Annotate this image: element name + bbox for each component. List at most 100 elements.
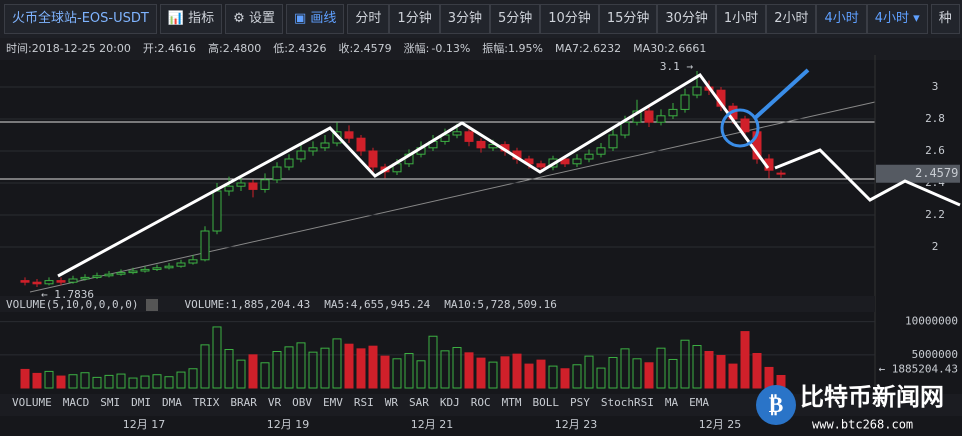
volume-bar <box>692 345 702 389</box>
indicator-tab[interactable]: ROC <box>471 396 491 409</box>
indicator-tab[interactable]: DMI <box>131 396 151 409</box>
symbol[interactable]: 火币全球站-EOS-USDT <box>4 4 157 34</box>
candle-body <box>200 230 210 261</box>
indicator-tab[interactable]: MTM <box>502 396 522 409</box>
volume-bar <box>428 335 438 389</box>
volume-bar <box>344 343 354 389</box>
candle-body <box>44 280 54 285</box>
volume-bar <box>56 375 66 389</box>
volume-header-item: VOLUME:1,885,204.43 <box>184 298 310 311</box>
volume-bar <box>632 358 642 389</box>
x-tick-label: 12月 19 <box>267 418 310 431</box>
candle-body <box>272 166 282 181</box>
cut: 种 <box>930 4 960 34</box>
candle-body <box>236 182 246 187</box>
period[interactable]: 4小时 <box>816 4 867 34</box>
max-label: 3.1 → <box>660 60 693 73</box>
indicator-tab[interactable]: EMA <box>689 396 709 409</box>
volume-bar <box>476 357 486 389</box>
volume-bar <box>32 372 42 389</box>
candle-body <box>320 142 330 149</box>
indicator-tab[interactable]: WR <box>385 396 399 409</box>
candle-body <box>212 190 222 232</box>
volume-bar <box>212 326 222 389</box>
volume-bar <box>668 358 678 389</box>
indicator-tab[interactable]: MA <box>665 396 679 409</box>
indicator-tab[interactable]: VOLUME <box>12 396 52 409</box>
volume-bar <box>488 361 498 389</box>
period[interactable]: 4小时 ▾ <box>866 4 928 34</box>
y-tick-label: 2.6 <box>925 144 945 157</box>
volume-bar <box>68 374 78 389</box>
volume-bar <box>296 342 306 389</box>
indicator-tab[interactable]: StochRSI <box>601 396 654 409</box>
indicator-tab[interactable]: BRAR <box>230 396 257 409</box>
watermark-name: 比特币新闻网 <box>800 383 944 411</box>
period[interactable]: 5分钟 <box>489 4 541 34</box>
indicator-tab[interactable]: SAR <box>409 396 429 409</box>
volume-bar <box>332 338 342 389</box>
draw-button[interactable]: ▣ 画线 <box>285 4 345 34</box>
indicator-tab[interactable]: KDJ <box>440 396 460 409</box>
candle-body <box>20 280 30 283</box>
candle-body <box>188 259 198 264</box>
period[interactable]: 3分钟 <box>439 4 490 34</box>
volume-bar <box>416 360 426 389</box>
indicator-tab[interactable]: MACD <box>63 396 90 409</box>
indicator-tab[interactable]: BOLL <box>533 396 560 409</box>
candle-body <box>248 182 258 190</box>
period[interactable]: 30分钟 <box>657 4 716 34</box>
period[interactable]: 10分钟 <box>540 4 599 34</box>
candle-body <box>680 94 690 110</box>
indicator-tab[interactable]: VR <box>268 396 282 409</box>
watermark-url: www.btc268.com <box>812 418 913 432</box>
volume-bar <box>80 372 90 389</box>
volume-tick-label: 10000000 <box>905 315 958 328</box>
y-tick-label: 3 <box>932 80 939 93</box>
volume-header-item: MA5:4,655,945.24 <box>324 298 430 311</box>
settings-button[interactable]: ⚙ 设置 <box>225 4 283 34</box>
period[interactable]: 1分钟 <box>389 4 440 34</box>
candle-body <box>152 267 162 270</box>
indicator-tab[interactable]: PSY <box>570 396 590 409</box>
candle-body <box>584 153 594 160</box>
volume-bar <box>176 371 186 389</box>
y-tick-label: 2.2 <box>925 208 945 221</box>
volume-bar <box>464 352 474 389</box>
volume-bar <box>404 352 414 389</box>
x-tick-label: 12月 25 <box>699 418 742 431</box>
indicator-tab[interactable]: DMA <box>162 396 182 409</box>
candle-body <box>140 268 150 272</box>
volume-header-item: MA10:5,728,509.16 <box>444 298 557 311</box>
indicator-tab[interactable]: SMI <box>100 396 120 409</box>
volume-bar <box>20 368 30 389</box>
indicator-tab[interactable]: TRIX <box>193 396 220 409</box>
candle-body <box>644 110 654 123</box>
candle-body <box>596 147 606 155</box>
indicator-tab[interactable]: RSI <box>354 396 374 409</box>
info-item: -0.13% <box>431 42 470 55</box>
period[interactable]: 2小时 <box>766 4 817 34</box>
volume-bar <box>644 362 654 389</box>
period[interactable]: 15分钟 <box>598 4 658 34</box>
candle-body <box>308 147 318 152</box>
candle-body <box>80 276 90 280</box>
volume-bar <box>524 363 534 389</box>
candle-body <box>176 262 186 267</box>
last-volume-label: ← 1885204.43 <box>879 362 958 375</box>
volume-bar <box>236 359 246 389</box>
period[interactable]: 分时 <box>347 4 390 34</box>
volume-bar <box>188 368 198 389</box>
indicator-tab[interactable]: EMV <box>323 396 343 409</box>
indicator-button[interactable]: 📊 指标 <box>159 4 223 34</box>
info-item: 涨幅: <box>404 42 430 55</box>
volume-bar <box>308 351 318 389</box>
volume-bar <box>272 351 282 389</box>
info-item: 开:2.4616 <box>143 42 196 55</box>
volume-bar <box>752 352 762 389</box>
indicator-tab[interactable]: OBV <box>292 396 312 409</box>
candle-body <box>560 158 570 165</box>
period[interactable]: 1小时 <box>715 4 767 34</box>
volume-bar <box>548 365 558 389</box>
